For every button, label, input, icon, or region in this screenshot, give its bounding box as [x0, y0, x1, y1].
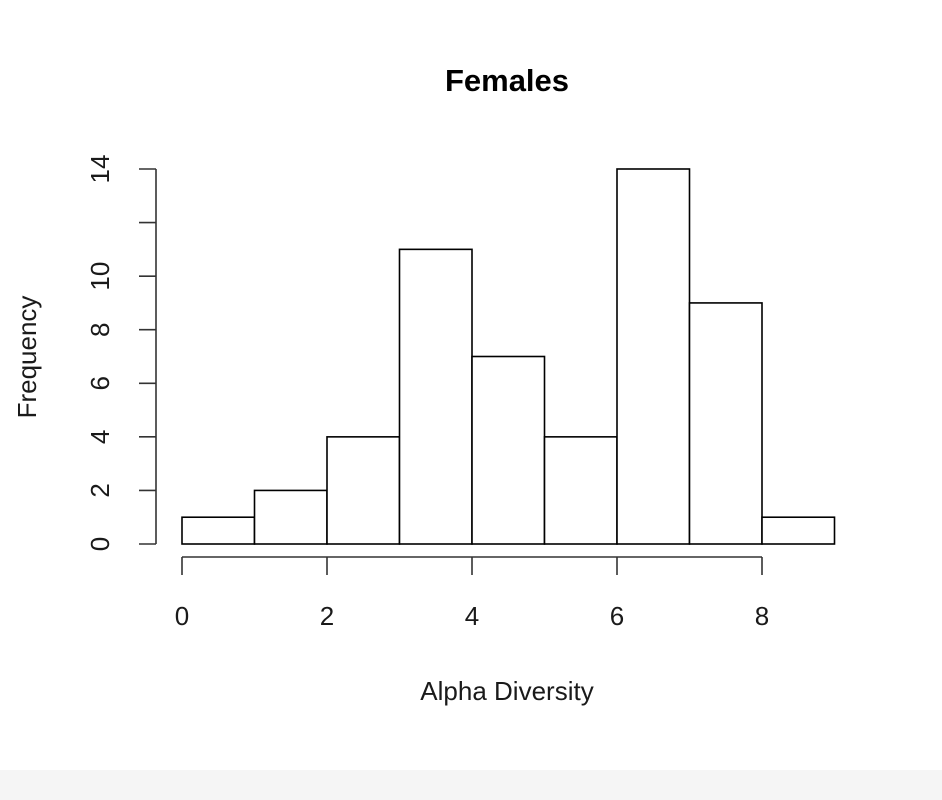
bars-layer: [181, 168, 836, 545]
histogram-bar-3: [398, 248, 473, 545]
histogram-bar-0: [181, 516, 256, 545]
histogram-bar-4: [471, 355, 546, 545]
y-tick-label-7: 14: [85, 155, 115, 184]
y-tick-label-4: 8: [85, 322, 115, 336]
y-tick-label-5: 10: [85, 262, 115, 291]
x-tick-label-4: 8: [755, 601, 769, 631]
x-tick-label-1: 2: [320, 601, 334, 631]
histogram-bar-7: [688, 302, 763, 545]
histogram-bar-8: [761, 516, 836, 545]
x-axis-label: Alpha Diversity: [420, 676, 593, 706]
x-tick-label-2: 4: [465, 601, 479, 631]
histogram-bar-2: [326, 436, 401, 545]
x-tick-label-0: 0: [175, 601, 189, 631]
footer-strip: [0, 770, 942, 800]
histogram-bar-6: [616, 168, 691, 545]
y-axis-label: Frequency: [12, 296, 42, 419]
histogram-bar-5: [543, 436, 618, 545]
y-axis: 0 2 4 6 8 10 14: [85, 155, 157, 551]
x-axis: 0 2 4 6 8: [175, 556, 769, 631]
y-tick-label-2: 4: [85, 430, 115, 444]
chart-title: Females: [445, 63, 569, 98]
y-tick-label-0: 0: [85, 537, 115, 551]
histogram-bar-1: [253, 489, 328, 545]
y-tick-label-3: 6: [85, 376, 115, 390]
x-tick-label-3: 6: [610, 601, 624, 631]
y-tick-label-1: 2: [85, 483, 115, 497]
